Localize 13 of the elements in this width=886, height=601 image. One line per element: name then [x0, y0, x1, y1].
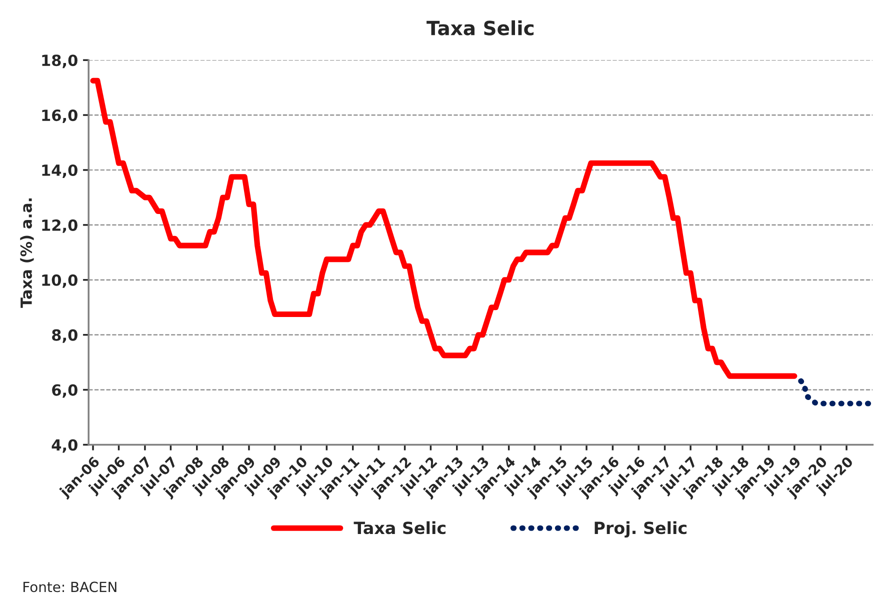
source-note: Fonte: BACEN	[24, 582, 116, 592]
legend-label: Proj. Selic	[594, 521, 686, 538]
legend-label: Taxa Selic	[354, 521, 446, 534]
y-tick-label: 10,0	[42, 274, 78, 288]
y-tick-label: 6,0	[52, 384, 78, 398]
y-tick-label: 16,0	[42, 110, 78, 124]
y-tick-label: 12,0	[42, 219, 78, 233]
y-tick-label: 14,0	[42, 164, 78, 178]
y-tick-label: 8,0	[52, 329, 78, 343]
chart-title: Taxa Selic	[426, 20, 534, 36]
y-tick-label: 18,0	[42, 54, 78, 68]
y-axis-title: Taxa (%) a.a.	[20, 198, 34, 308]
y-tick-label: 4,0	[52, 439, 78, 453]
